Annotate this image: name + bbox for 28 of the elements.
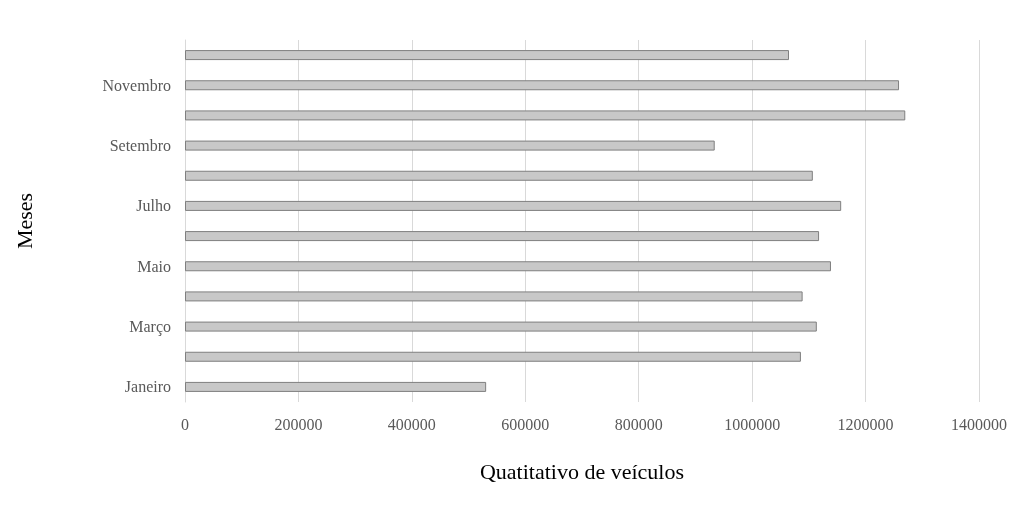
bar bbox=[185, 200, 842, 211]
x-tick-label: 1000000 bbox=[724, 415, 781, 433]
y-tick-label: Maio bbox=[137, 257, 171, 275]
bar bbox=[185, 381, 487, 392]
bar bbox=[185, 261, 831, 272]
y-tick-label: Março bbox=[129, 318, 171, 337]
x-tick-label: 0 bbox=[181, 415, 189, 433]
bar bbox=[185, 321, 817, 332]
bar bbox=[185, 351, 801, 362]
bar bbox=[185, 140, 715, 151]
x-tick-label: 200000 bbox=[274, 415, 323, 433]
y-tick-label: Novembro bbox=[102, 76, 171, 94]
y-tick-label: Janeiro bbox=[124, 378, 171, 396]
y-tick-label: Setembro bbox=[109, 137, 171, 155]
y-tick-label: Julho bbox=[136, 197, 171, 215]
x-tick-label: 1200000 bbox=[837, 415, 894, 433]
x-axis-title: Quatitativo de veículos bbox=[479, 458, 685, 484]
bar bbox=[185, 170, 813, 181]
x-tick-label: 400000 bbox=[387, 415, 436, 433]
bar bbox=[185, 50, 790, 61]
x-tick-label: 1400000 bbox=[951, 415, 1007, 433]
bar bbox=[185, 231, 820, 242]
bar bbox=[185, 110, 906, 121]
bar bbox=[185, 291, 803, 302]
x-tick-label: 600000 bbox=[501, 415, 550, 433]
x-tick-label: 800000 bbox=[614, 415, 663, 433]
y-axis-title: Meses bbox=[11, 192, 37, 250]
bar bbox=[185, 80, 900, 91]
